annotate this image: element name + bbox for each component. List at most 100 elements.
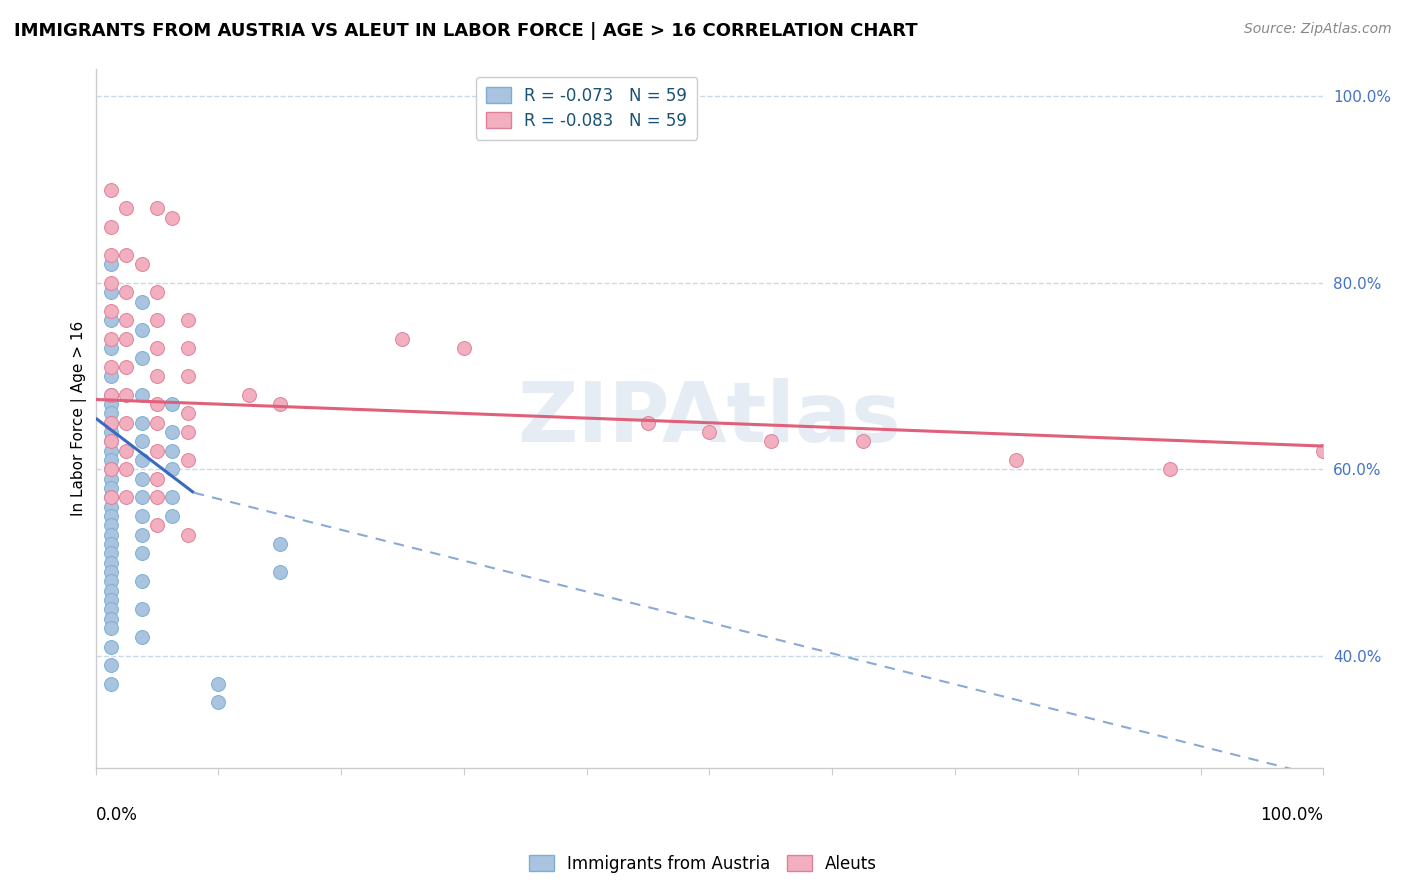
Point [90, 416, 112, 430]
Point [103, 508, 125, 523]
Point [157, 397, 180, 411]
Point [90, 491, 112, 505]
Point [103, 351, 125, 365]
Point [1189, 388, 1212, 402]
Point [90, 658, 112, 673]
Point [90, 183, 112, 197]
Point [90, 546, 112, 560]
Point [108, 369, 131, 384]
Point [90, 583, 112, 598]
Point [90, 219, 112, 234]
Point [453, 453, 475, 467]
Point [90, 611, 112, 625]
Point [821, 416, 844, 430]
Point [108, 397, 131, 411]
Point [146, 388, 169, 402]
Point [90, 640, 112, 654]
Point [103, 294, 125, 309]
Point [103, 546, 125, 560]
Point [759, 416, 782, 430]
Point [108, 443, 131, 458]
Point [97, 388, 120, 402]
Point [90, 285, 112, 300]
Point [943, 397, 966, 411]
Point [699, 416, 721, 430]
Point [90, 481, 112, 495]
Point [90, 248, 112, 262]
Point [134, 677, 156, 691]
Legend: R = -0.073   N = 59, R = -0.083   N = 59: R = -0.073 N = 59, R = -0.083 N = 59 [477, 77, 697, 139]
Point [90, 472, 112, 486]
Point [103, 472, 125, 486]
Point [121, 341, 143, 355]
Point [207, 332, 229, 346]
Point [90, 416, 112, 430]
Point [90, 388, 112, 402]
Point [108, 416, 131, 430]
Point [108, 285, 131, 300]
Point [90, 341, 112, 355]
Legend: Immigrants from Austria, Aleuts: Immigrants from Austria, Aleuts [522, 848, 884, 880]
Point [108, 341, 131, 355]
Point [115, 443, 138, 458]
Point [157, 537, 180, 551]
Point [1312, 416, 1334, 430]
Point [90, 359, 112, 374]
Point [97, 332, 120, 346]
Point [108, 491, 131, 505]
Point [90, 593, 112, 607]
Point [330, 425, 353, 439]
Point [97, 285, 120, 300]
Point [97, 359, 120, 374]
Point [90, 518, 112, 533]
Point [97, 462, 120, 476]
Point [90, 304, 112, 318]
Point [90, 407, 112, 421]
Point [103, 388, 125, 402]
Y-axis label: In Labor Force | Age > 16: In Labor Force | Age > 16 [72, 320, 87, 516]
Text: 100.0%: 100.0% [1260, 806, 1323, 824]
Point [90, 443, 112, 458]
Point [121, 527, 143, 541]
Point [90, 537, 112, 551]
Point [90, 369, 112, 384]
Point [90, 397, 112, 411]
Point [90, 434, 112, 449]
Point [90, 500, 112, 514]
Point [108, 518, 131, 533]
Point [121, 407, 143, 421]
Text: IMMIGRANTS FROM AUSTRIA VS ALEUT IN LABOR FORCE | AGE > 16 CORRELATION CHART: IMMIGRANTS FROM AUSTRIA VS ALEUT IN LABO… [14, 22, 918, 40]
Point [90, 332, 112, 346]
Point [97, 416, 120, 430]
Text: ZIPAtlas: ZIPAtlas [517, 377, 901, 458]
Point [90, 602, 112, 616]
Point [97, 443, 120, 458]
Point [134, 695, 156, 709]
Point [121, 313, 143, 327]
Point [305, 416, 328, 430]
Point [103, 527, 125, 541]
Point [90, 462, 112, 476]
Point [121, 425, 143, 439]
Point [103, 602, 125, 616]
Point [391, 434, 413, 449]
Point [157, 565, 180, 579]
Point [1128, 416, 1150, 430]
Point [1067, 397, 1090, 411]
Point [1005, 369, 1028, 384]
Point [515, 462, 537, 476]
Point [108, 313, 131, 327]
Point [90, 388, 112, 402]
Point [121, 369, 143, 384]
Point [90, 565, 112, 579]
Point [90, 574, 112, 589]
Point [108, 472, 131, 486]
Point [90, 491, 112, 505]
Point [115, 211, 138, 225]
Point [354, 434, 377, 449]
Point [97, 248, 120, 262]
Point [90, 462, 112, 476]
Point [103, 491, 125, 505]
Point [103, 257, 125, 271]
Point [97, 313, 120, 327]
